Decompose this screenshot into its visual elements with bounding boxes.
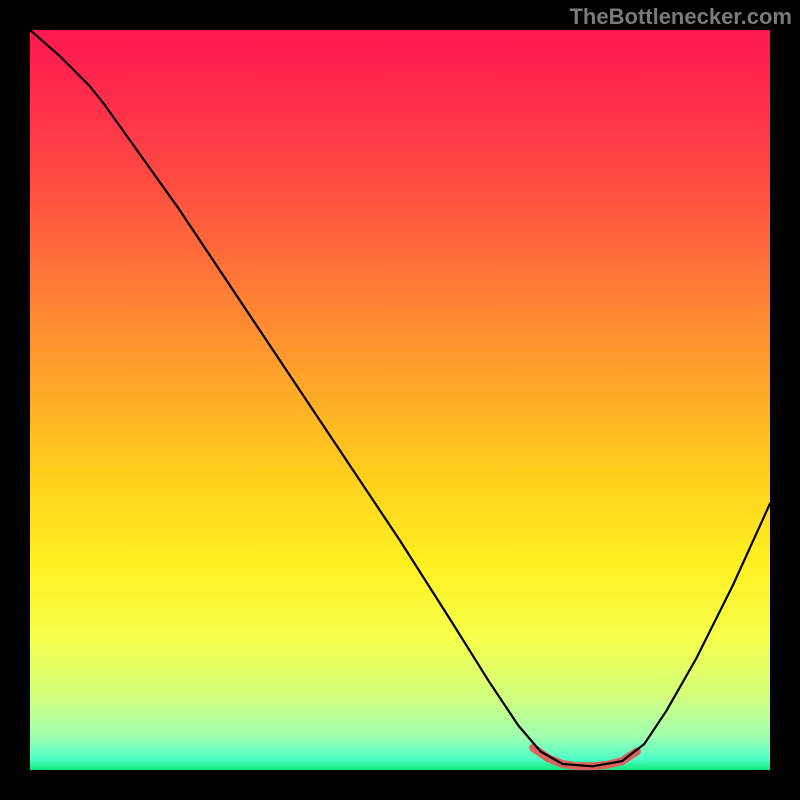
watermark: TheBottlenecker.com (569, 4, 792, 30)
bottleneck-chart (0, 0, 800, 800)
chart-container: TheBottlenecker.com (0, 0, 800, 800)
gradient-background (30, 30, 770, 770)
